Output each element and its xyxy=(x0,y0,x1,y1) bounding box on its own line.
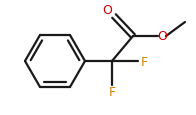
Text: O: O xyxy=(157,30,167,43)
Text: F: F xyxy=(141,55,148,68)
Text: F: F xyxy=(108,86,116,99)
Text: O: O xyxy=(102,3,112,16)
